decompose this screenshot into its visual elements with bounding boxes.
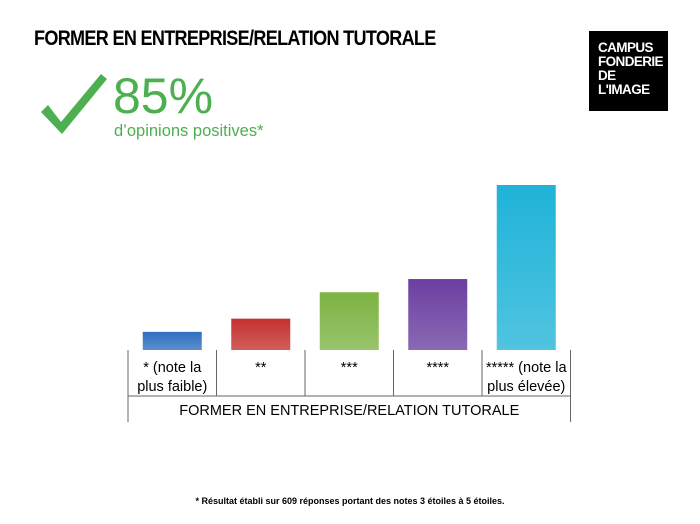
stat-label: d’opinions positives*: [114, 122, 264, 140]
category-label: * (note la: [143, 360, 202, 376]
x-axis-label: FORMER EN ENTREPRISE/RELATION TUTORALE: [179, 403, 519, 419]
logo-line: L'IMAGE: [598, 82, 650, 97]
logo-line: FONDERIE: [598, 54, 664, 69]
category-label: ***** (note la: [486, 360, 568, 376]
chart-bar: [319, 292, 379, 350]
page-title: FORMER EN ENTREPRISE/RELATION TUTORALE: [34, 27, 436, 50]
footnote: * Résultat établi sur 609 réponses porta…: [195, 496, 505, 506]
stat-value: 85%: [113, 68, 214, 124]
category-label: plus faible): [137, 379, 207, 395]
chart-bar: [231, 318, 291, 350]
category-label: plus élevée): [487, 379, 565, 395]
chart-bar: [142, 331, 202, 350]
checkmark-icon: [41, 74, 107, 134]
logo-line: DE: [598, 68, 616, 83]
logo-line: CAMPUS: [598, 40, 654, 55]
campus-logo: CAMPUS FONDERIE DE L'IMAGE: [589, 31, 668, 111]
category-label: ****: [426, 360, 449, 376]
chart-bar: [408, 279, 468, 350]
category-label: **: [255, 360, 267, 376]
category-label: ***: [341, 360, 358, 376]
chart-bar: [496, 185, 556, 350]
